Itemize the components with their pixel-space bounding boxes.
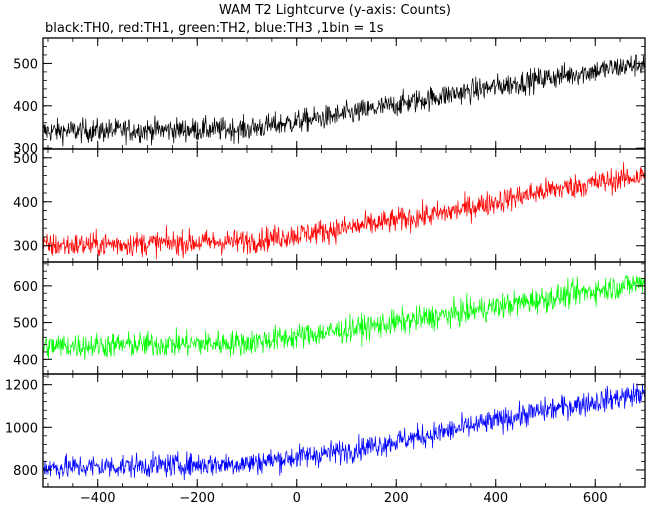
chart-subtitle: black:TH0, red:TH1, green:TH2, blue:TH3 …: [45, 21, 384, 36]
chart-title: WAM T2 Lightcurve (y-axis: Counts): [219, 3, 451, 18]
x-tick-label: −200: [179, 491, 215, 505]
panel-frame: [42, 373, 646, 488]
x-tick-label: 600: [583, 491, 608, 505]
x-tick-label: −400: [80, 491, 116, 505]
y-tick-label: 500: [13, 317, 38, 332]
series-line-th0: [43, 54, 645, 147]
y-tick-label: 600: [13, 280, 38, 295]
panel-th0: 300 400 500: [13, 37, 646, 157]
series-line-th2: [43, 275, 645, 360]
y-tick-label: 500: [13, 57, 38, 72]
y-tick-label: 300: [13, 240, 38, 255]
y-tick-label: 500: [13, 152, 38, 167]
panel-th1: 300 400 500: [13, 148, 646, 263]
y-tick-label: 1200: [5, 379, 38, 394]
y-tick-label: 400: [13, 196, 38, 211]
x-tick-label: 400: [483, 491, 508, 505]
y-tick-label: 400: [13, 353, 38, 368]
y-tick-label: 1000: [5, 421, 38, 436]
x-tick-label: 0: [293, 491, 301, 505]
panel-frame: [42, 261, 646, 375]
panel-th2: 400 500 600: [13, 261, 646, 375]
y-tick-label: 300: [13, 142, 38, 157]
x-tick-label: 200: [384, 491, 409, 505]
panel-th3: 800 1000 1200: [5, 373, 646, 488]
series-line-th1: [43, 161, 645, 260]
y-tick-label: 800: [13, 464, 38, 479]
panels-group: 30040050030040050040050060080010001200−4…: [5, 37, 646, 505]
series-line-th3: [43, 383, 645, 481]
y-tick-label: 400: [13, 100, 38, 115]
